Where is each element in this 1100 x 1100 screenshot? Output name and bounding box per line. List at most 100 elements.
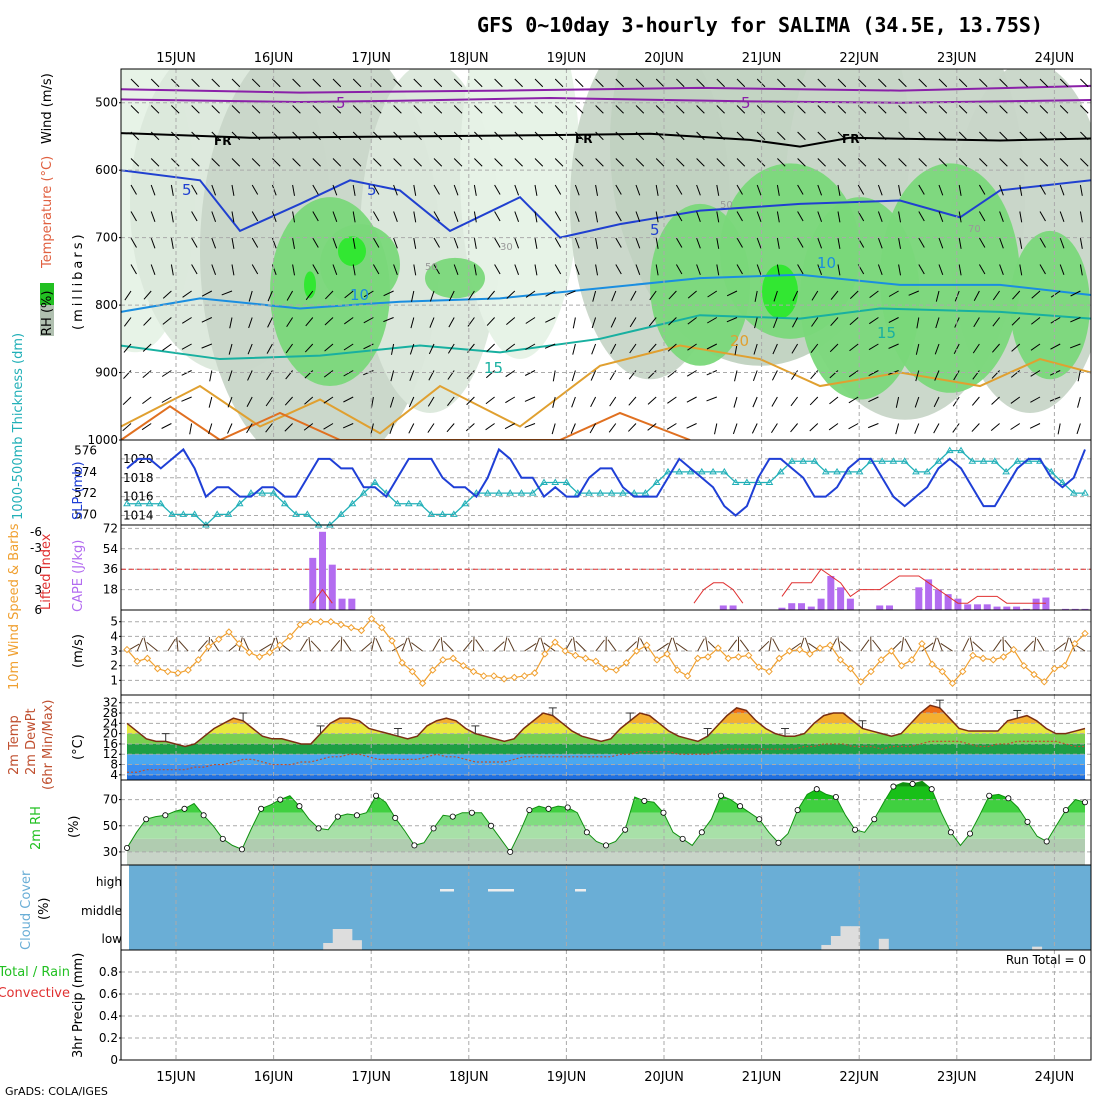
rh-marker [296,803,303,810]
wind-barb [933,396,940,408]
wind-barb [122,423,132,432]
wind-barb [142,343,152,352]
wind-barb [170,184,174,196]
contour-10 [121,273,1091,313]
rh-marker [967,830,974,837]
wind-barb [595,237,599,249]
wind-barb [999,184,1004,196]
wind10-marker [164,667,172,676]
thickness-marker [664,467,672,475]
thickness-marker [979,457,988,464]
wind-barb [590,370,597,381]
wind-barb [918,211,925,222]
wind-barb [999,105,1008,114]
wind-barb [837,211,841,223]
wind-barb [809,396,819,406]
cape-lifted-panel: 18 36 54 72 6 3 0 -3 -6 [30,521,1092,617]
wind-barb [211,264,217,276]
wind-barb [1030,396,1041,403]
wind-barb [201,317,213,323]
upper-unit-label: (millibars) [71,231,86,330]
thickness-marker [675,467,684,475]
wind-barb [373,105,382,114]
thickness-marker [179,510,188,517]
wind-barb-10m [1033,637,1037,652]
wind-barb [811,317,819,327]
bottom-date-axis: 15JUN 16JUN 17JUN 18JUN 19JUN 20JUN 21JUN 22JUN… [156,1070,1074,1085]
wind-barb [849,290,859,300]
thickness-marker [224,510,233,517]
wind-barb [433,78,443,88]
thickness-marker [1013,457,1022,464]
wind-barb [1030,343,1041,351]
temp-band [127,733,1085,744]
wind-barb [754,290,758,302]
wind10-marker [785,647,794,655]
wind-barb [191,78,200,88]
cape-bar [817,598,825,610]
wind10-marker [1009,645,1018,654]
rh-marker [928,786,935,793]
top-date-label: 22JUN [839,51,879,66]
cape-bar [1022,608,1030,610]
cloud-low-bar [850,926,861,950]
wind-barb [1059,264,1065,276]
wind-barb [446,423,455,433]
wind-barb [323,370,334,378]
wind-barb [676,105,685,114]
wind-barb [771,370,778,381]
wind-barb-10m [675,642,688,652]
wind-barb-10m [432,638,441,652]
wind-barb [514,158,523,167]
wind-barb [170,211,174,223]
wind-barb [534,264,538,276]
cloud-high-bar [440,889,454,892]
thickness-marker [359,489,368,496]
wind-barb [130,264,137,275]
wind-barb [938,158,948,167]
top-date-label: 23JUN [937,51,977,66]
wind-barb [895,423,900,435]
wind-barb [393,264,398,276]
wind-barb [292,237,296,249]
wind10-marker [836,656,845,664]
temp-tick-label: 12 [103,747,118,761]
wind-barb [935,290,940,302]
temp-tick-label: 16 [103,737,118,751]
wind-barb [189,423,193,435]
wind-barb [171,131,180,141]
wind-barb [304,370,314,379]
wind-barb [810,343,819,353]
wind-barb [878,158,887,167]
rh-marker [603,842,610,849]
wind-barb [898,184,902,196]
wind-barb [494,184,501,195]
wind-barb [389,396,395,408]
wind-barb [332,158,342,167]
cloud-low-bar [323,943,334,950]
rh-marker [411,842,418,849]
wind10-marker [561,647,569,655]
rh-marker [756,816,763,823]
rh-marker [698,829,705,836]
wind-barb [332,105,342,114]
wind-barb [756,211,762,223]
thickness-marker [562,478,571,485]
slp-tick-label: 1016 [123,490,154,504]
wind-barb [312,131,321,141]
wind-barb [726,317,738,323]
temp-band [127,754,1085,765]
wind-barb [1019,264,1023,276]
wind-barb [647,423,657,431]
wind-barb [627,423,637,432]
thickness-marker [855,467,864,475]
wind-barb [1039,237,1046,248]
wind-barb [776,184,780,196]
wind-barb [771,396,778,407]
wind-barb-10m [1023,640,1034,652]
wind-barb [150,237,156,249]
wind-barb [869,290,879,299]
wind10-marker [153,664,162,673]
lifted-index-series [312,588,333,604]
wind-tick-label: 2 [110,659,118,673]
